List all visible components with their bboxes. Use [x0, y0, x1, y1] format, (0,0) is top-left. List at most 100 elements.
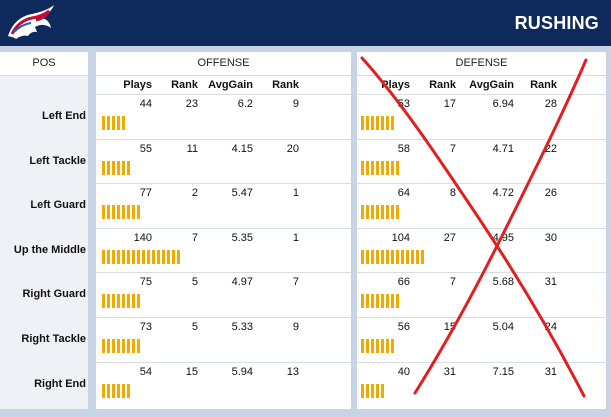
- defense-cell: 4.71: [492, 142, 514, 155]
- bar-segment: [391, 160, 394, 175]
- bar-segment: [421, 249, 424, 264]
- defense-plays-bar: [361, 294, 399, 309]
- offense-col-header: AvgGain: [208, 79, 253, 91]
- bar-segment: [102, 339, 105, 353]
- offense-cell: 5.47: [231, 187, 253, 200]
- row-divider: [96, 227, 351, 229]
- defense-plays-bar: [361, 383, 384, 398]
- offense-cell: 5: [191, 321, 198, 333]
- offense-plays-bar: [102, 116, 125, 130]
- bar-segment: [361, 383, 364, 398]
- bar-segment: [371, 160, 374, 175]
- offense-plays-bar: [102, 205, 140, 220]
- bar-segment: [391, 294, 394, 309]
- bar-segment: [147, 249, 150, 264]
- row-divider: [357, 183, 606, 185]
- defense-cell: 7: [449, 142, 456, 155]
- bar-segment: [361, 339, 364, 353]
- bar-segment: [127, 160, 130, 175]
- offense-cell: 54: [139, 365, 152, 378]
- defense-cell: 56: [397, 321, 410, 333]
- offense-cell: 23: [185, 98, 198, 110]
- offense-cell: 20: [286, 142, 299, 155]
- defense-plays-bar: [361, 249, 424, 264]
- defense-cell: 27: [443, 231, 456, 244]
- bar-segment: [112, 116, 115, 130]
- defense-cell: 8: [449, 187, 456, 200]
- offense-cell: 4.97: [231, 276, 253, 289]
- offense-plays-bar: [102, 383, 130, 398]
- defense-cell: 58: [397, 142, 410, 155]
- offense-col-header: Plays: [123, 79, 152, 91]
- offense-cell: 55: [139, 142, 152, 155]
- bar-segment: [371, 205, 374, 220]
- offense-cell: 4.15: [231, 142, 253, 155]
- bar-segment: [112, 205, 115, 220]
- column-gap: [351, 52, 357, 409]
- bar-segment: [396, 205, 399, 220]
- bar-segment: [376, 294, 379, 309]
- bar-segment: [162, 249, 165, 264]
- bar-segment: [401, 249, 404, 264]
- bar-segment: [122, 249, 125, 264]
- offense-plays-bar: [102, 160, 130, 175]
- bar-segment: [132, 294, 135, 309]
- defense-cell: 6.94: [492, 98, 514, 110]
- offense-col-header: Rank: [272, 79, 299, 91]
- bar-segment: [167, 249, 170, 264]
- row-divider: [96, 94, 351, 95]
- bar-segment: [371, 116, 374, 130]
- bar-segment: [122, 294, 125, 309]
- bar-segment: [157, 249, 160, 264]
- bar-segment: [127, 294, 130, 309]
- bar-segment: [137, 205, 140, 220]
- bar-segment: [361, 205, 364, 220]
- offense-cell: 2: [191, 187, 198, 200]
- defense-cell: 31: [544, 365, 557, 378]
- offense-cell: 13: [286, 365, 299, 378]
- bar-segment: [172, 249, 175, 264]
- bar-segment: [102, 205, 105, 220]
- offense-cell: 77: [139, 187, 152, 200]
- bar-segment: [152, 249, 155, 264]
- row-divider: [96, 183, 351, 185]
- bar-segment: [366, 160, 369, 175]
- defense-cell: 5.04: [492, 321, 514, 333]
- bar-segment: [371, 339, 374, 353]
- bar-segment: [381, 339, 384, 353]
- bar-segment: [396, 160, 399, 175]
- defense-cell: 7: [449, 276, 456, 289]
- offense-cell: 5.94: [231, 365, 253, 378]
- bar-segment: [112, 339, 115, 353]
- offense-plays-bar: [102, 249, 180, 264]
- bar-segment: [122, 339, 125, 353]
- bar-segment: [122, 160, 125, 175]
- offense-cell: 5.35: [231, 231, 253, 244]
- defense-cell: 31: [544, 276, 557, 289]
- bar-segment: [117, 249, 120, 264]
- offense-cell: 6.2: [237, 98, 253, 110]
- row-divider: [96, 361, 351, 363]
- offense-cell: 73: [139, 321, 152, 333]
- row-divider: [357, 361, 606, 363]
- bar-segment: [137, 294, 140, 309]
- defense-header: DEFENSE: [357, 52, 606, 76]
- bar-segment: [386, 205, 389, 220]
- pos-label: Left End: [42, 110, 86, 122]
- bar-segment: [371, 383, 374, 398]
- offense-cell: 7: [292, 276, 299, 289]
- bar-segment: [107, 249, 110, 264]
- bar-segment: [376, 249, 379, 264]
- bar-segment: [366, 294, 369, 309]
- bar-segment: [107, 160, 110, 175]
- pos-header: POS: [0, 52, 88, 76]
- defense-cell: 17: [443, 98, 456, 110]
- defense-cell: 31: [443, 365, 456, 378]
- defense-cell: 5.68: [492, 276, 514, 289]
- bar-segment: [361, 116, 364, 130]
- bar-segment: [391, 339, 394, 353]
- defense-cell: 15: [443, 321, 456, 333]
- row-divider: [357, 317, 606, 318]
- defense-col-header: Rank: [530, 79, 557, 91]
- pos-label: Up the Middle: [13, 243, 86, 256]
